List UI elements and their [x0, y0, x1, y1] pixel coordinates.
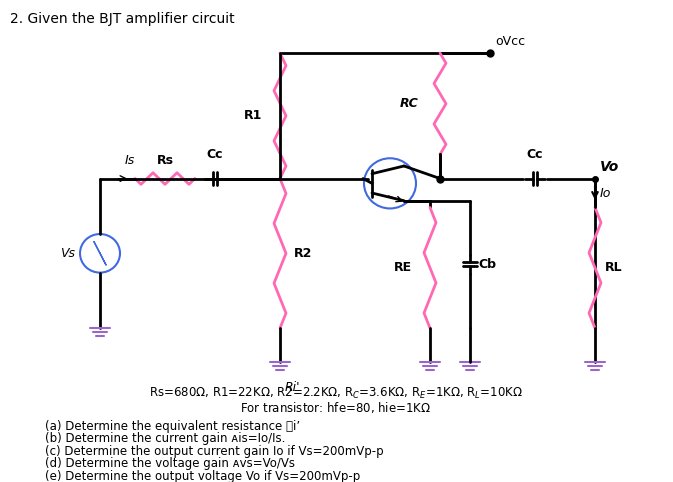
Text: Cc: Cc	[527, 148, 543, 161]
Text: Rs=680$\Omega$, R1=22K$\Omega$, R2=2.2K$\Omega$, R$_C$=3.6K$\Omega$, R$_E$=1K$\O: Rs=680$\Omega$, R1=22K$\Omega$, R2=2.2K$…	[149, 386, 523, 401]
Text: R2: R2	[294, 247, 312, 260]
Text: Is: Is	[125, 154, 135, 167]
Text: (c) Determine the output current gain Io if Vs=200mVp-p: (c) Determine the output current gain Io…	[45, 445, 384, 458]
Text: 2. Given the BJT amplifier circuit: 2. Given the BJT amplifier circuit	[10, 12, 235, 26]
Text: RE: RE	[394, 261, 412, 274]
Text: Cc: Cc	[207, 148, 223, 161]
Text: Rs: Rs	[157, 154, 174, 167]
Text: (b) Determine the current gain ᴀis=Io/Is.: (b) Determine the current gain ᴀis=Io/Is…	[45, 432, 285, 445]
Text: oVcc: oVcc	[495, 35, 525, 48]
Text: (a) Determine the equivalent resistance ΢i’: (a) Determine the equivalent resistance …	[45, 420, 300, 433]
Text: Ri': Ri'	[285, 381, 301, 394]
Text: Io: Io	[600, 187, 611, 200]
Text: Vo: Vo	[600, 160, 619, 174]
Text: RL: RL	[605, 261, 623, 274]
Text: R1: R1	[244, 109, 262, 122]
Text: RC: RC	[399, 97, 418, 110]
Text: (d) Determine the voltage gain ᴀvs=Vo/Vs: (d) Determine the voltage gain ᴀvs=Vo/Vs	[45, 457, 295, 470]
Text: Vs: Vs	[60, 247, 75, 260]
Text: (e) Determine the output voltage Vo if Vs=200mVp-p: (e) Determine the output voltage Vo if V…	[45, 470, 360, 482]
Text: For transistor: hfe=80, hie=1K$\Omega$: For transistor: hfe=80, hie=1K$\Omega$	[240, 401, 431, 415]
Text: Cb: Cb	[478, 258, 496, 271]
